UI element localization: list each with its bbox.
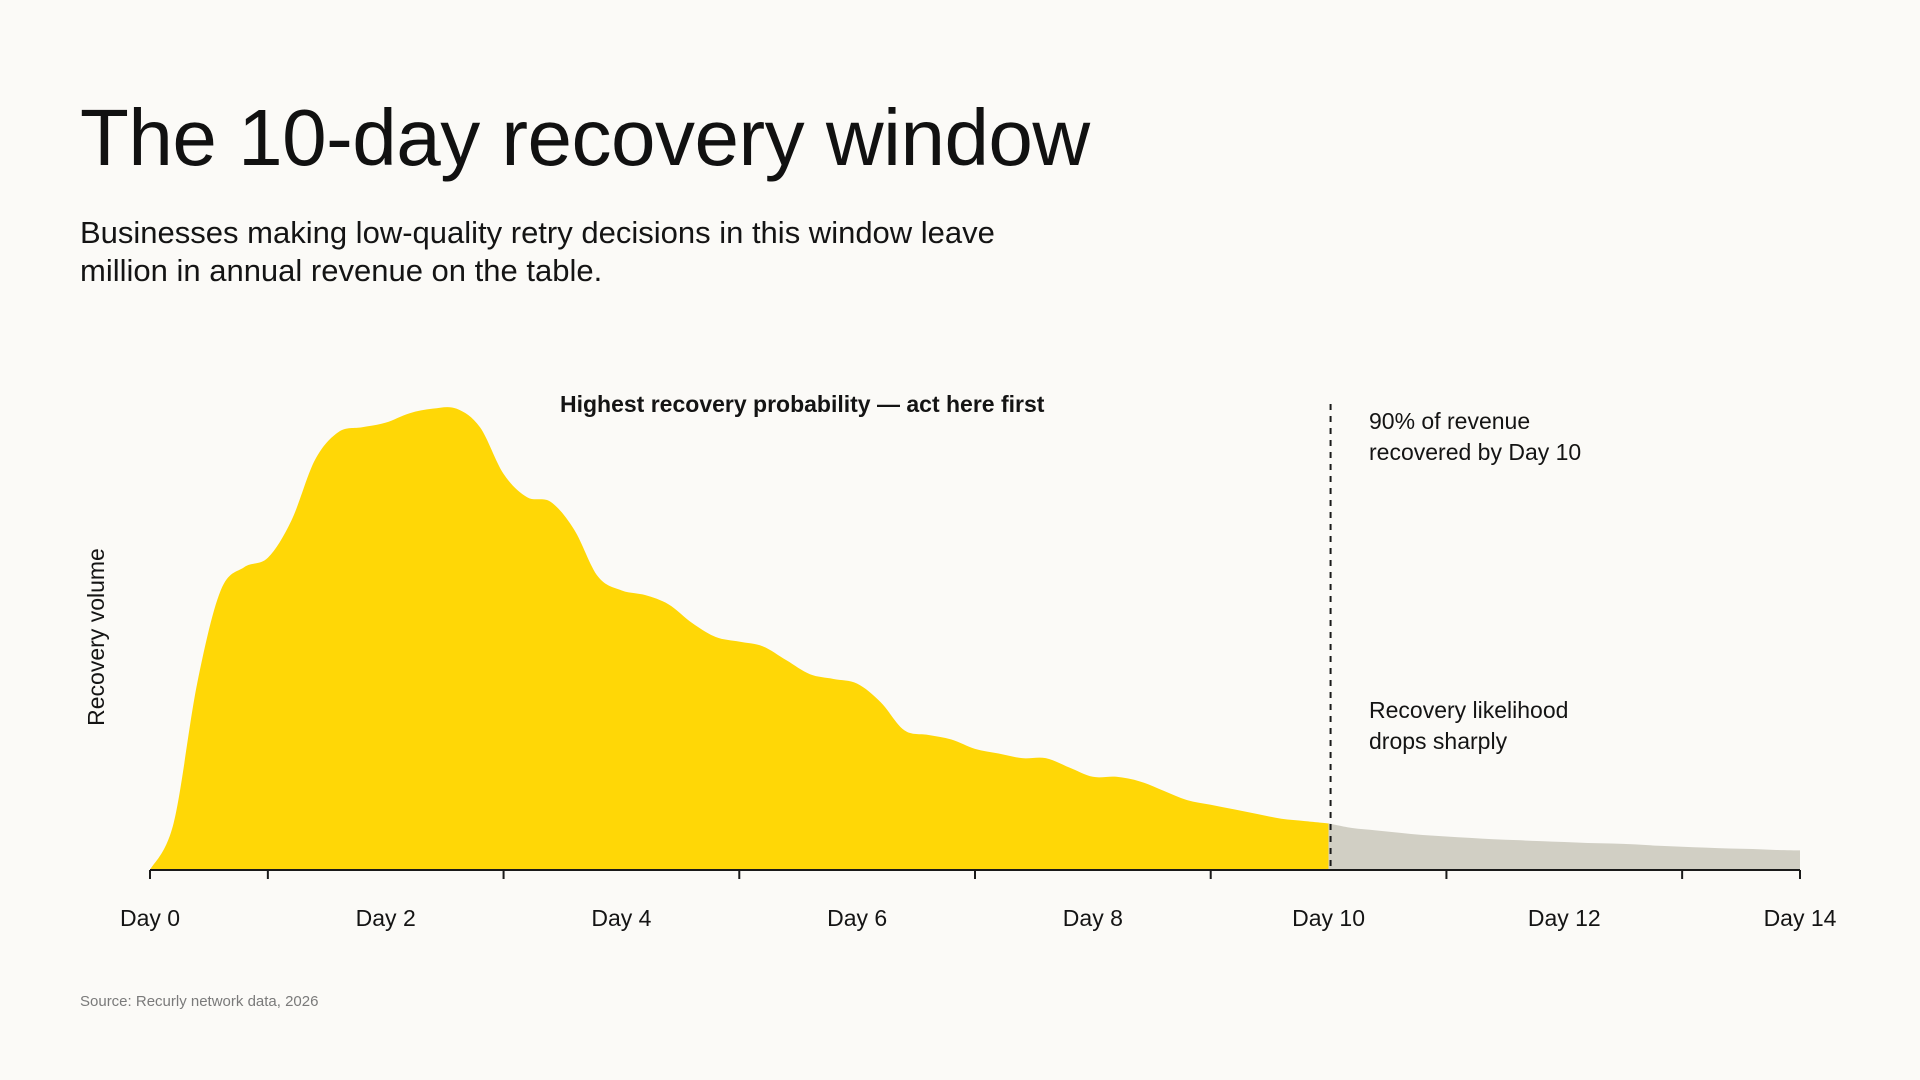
page-title: The 10-day recovery window bbox=[80, 93, 1090, 182]
page-subtitle: Businesses making low-quality retry deci… bbox=[80, 215, 995, 288]
day10-annotation-line1: 90% of revenue bbox=[1369, 408, 1530, 434]
source-note: Source: Recurly network data, 2026 bbox=[80, 993, 319, 1010]
x-tick-label: Day 6 bbox=[827, 905, 887, 931]
x-tick-label: Day 10 bbox=[1292, 905, 1365, 931]
tail-annotation-line2: drops sharply bbox=[1369, 728, 1508, 754]
tail-annotation-line1: Recovery likelihood bbox=[1369, 697, 1568, 723]
x-axis-tick-labels: Day 0 Day 2 Day 4 Day 6 Day 8 Day 10 Day 12 Day… bbox=[120, 905, 1837, 931]
x-tick-label: Day 4 bbox=[591, 905, 651, 931]
x-tick-label: Day 12 bbox=[1528, 905, 1601, 931]
x-axis-ticks bbox=[149, 870, 1801, 879]
x-tick-label: Day 14 bbox=[1764, 905, 1837, 931]
y-axis-label: Recovery volume bbox=[83, 548, 109, 726]
area-tail-days-10-14 bbox=[1328, 823, 1800, 870]
x-tick-label: Day 0 bbox=[120, 905, 180, 931]
day10-annotation-line2: recovered by Day 10 bbox=[1369, 439, 1581, 465]
area-primary-days-0-10 bbox=[150, 407, 1329, 870]
x-tick-label: Day 2 bbox=[356, 905, 416, 931]
peak-annotation: Highest recovery probability — act here … bbox=[560, 391, 1045, 417]
x-tick-label: Day 8 bbox=[1063, 905, 1123, 931]
